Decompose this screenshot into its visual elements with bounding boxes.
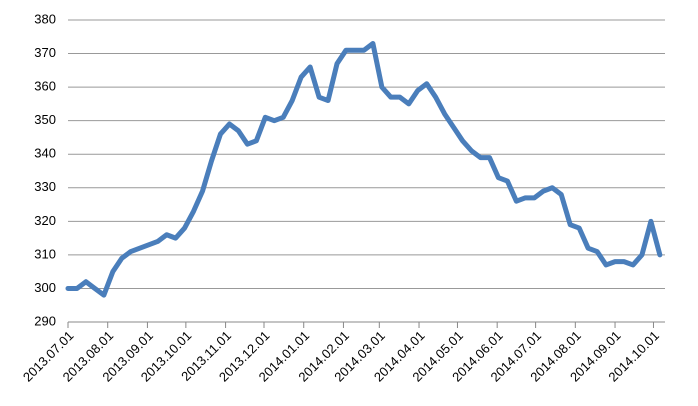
y-tick-label: 290 — [34, 313, 56, 328]
y-tick-label: 350 — [34, 112, 56, 127]
y-tick-label: 360 — [34, 79, 56, 94]
y-tick-label: 370 — [34, 45, 56, 60]
y-tick-label: 380 — [34, 11, 56, 26]
y-tick-label: 340 — [34, 146, 56, 161]
y-tick-label: 310 — [34, 246, 56, 261]
y-tick-label: 330 — [34, 179, 56, 194]
y-tick-label: 300 — [34, 280, 56, 295]
y-tick-label: 320 — [34, 213, 56, 228]
line — [65, 40, 663, 298]
